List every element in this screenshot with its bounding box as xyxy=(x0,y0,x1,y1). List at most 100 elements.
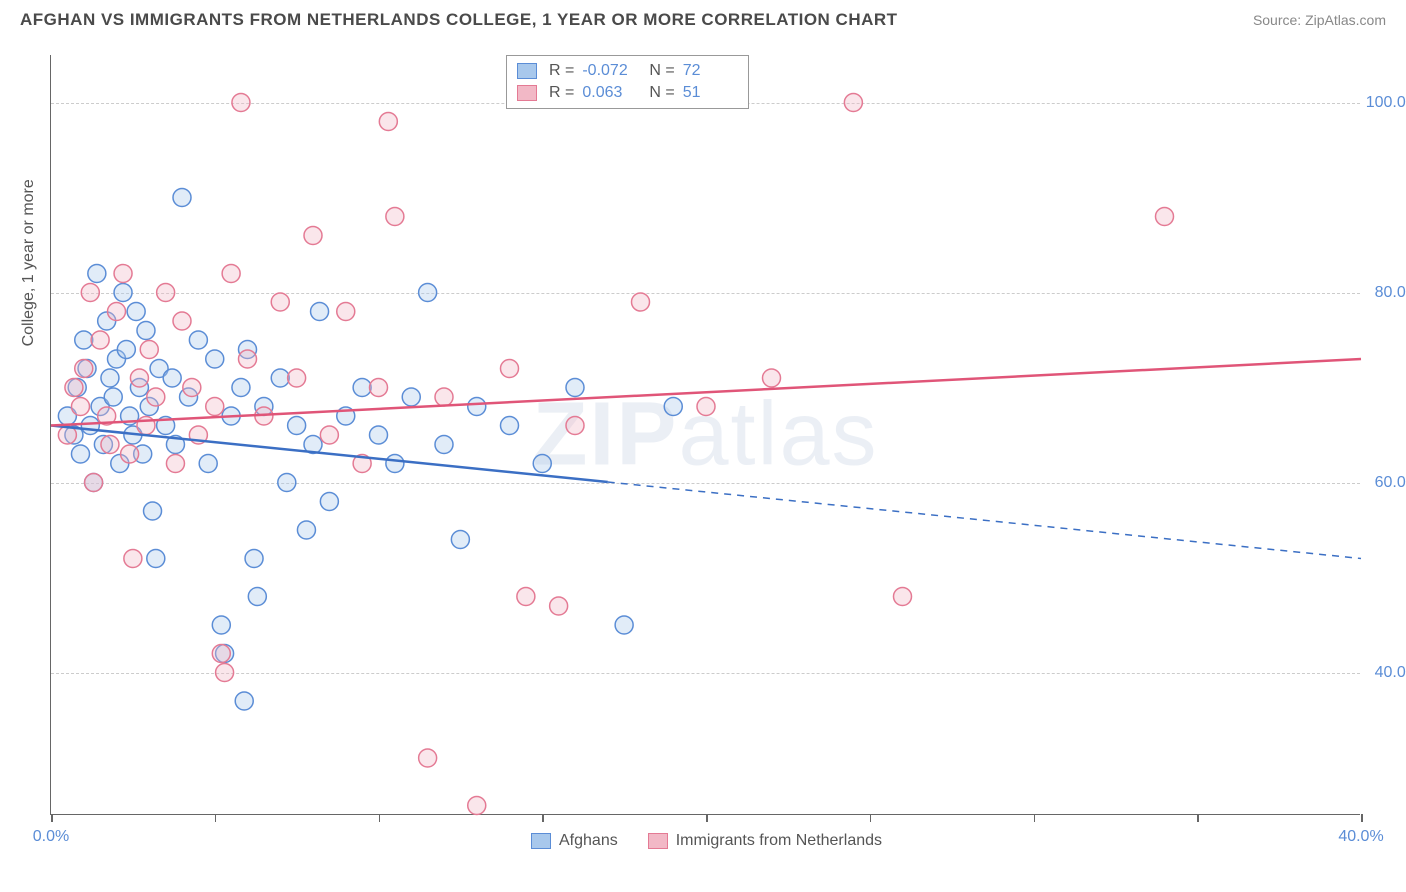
scatter-point-afghans xyxy=(75,331,93,349)
scatter-point-netherlands xyxy=(222,265,240,283)
scatter-point-afghans xyxy=(127,303,145,321)
chart-plot-area: ZIPatlas 40.0%60.0%80.0%100.0% R =-0.072… xyxy=(50,55,1360,815)
scatter-point-afghans xyxy=(402,388,420,406)
scatter-point-netherlands xyxy=(370,379,388,397)
y-axis-title: College, 1 year or more xyxy=(20,179,38,346)
r-value-afghans: -0.072 xyxy=(582,62,637,80)
scatter-point-afghans xyxy=(144,502,162,520)
scatter-point-afghans xyxy=(615,616,633,634)
scatter-point-netherlands xyxy=(114,265,132,283)
scatter-point-netherlands xyxy=(304,227,322,245)
scatter-point-afghans xyxy=(88,265,106,283)
scatter-point-netherlands xyxy=(124,550,142,568)
n-value-afghans: 72 xyxy=(683,62,738,80)
scatter-point-netherlands xyxy=(550,597,568,615)
scatter-point-netherlands xyxy=(212,645,230,663)
legend-swatch-netherlands xyxy=(517,85,537,101)
scatter-point-netherlands xyxy=(71,398,89,416)
scatter-point-netherlands xyxy=(337,303,355,321)
scatter-point-afghans xyxy=(320,493,338,511)
scatter-point-afghans xyxy=(81,417,99,435)
legend-label-netherlands: Immigrants from Netherlands xyxy=(676,832,882,850)
scatter-point-netherlands xyxy=(216,664,234,682)
scatter-point-afghans xyxy=(71,445,89,463)
scatter-point-afghans xyxy=(664,398,682,416)
legend-label-afghans: Afghans xyxy=(559,832,618,850)
scatter-point-afghans xyxy=(311,303,329,321)
trend-line-dashed-afghans xyxy=(608,482,1361,558)
x-tick xyxy=(215,814,217,822)
n-value-netherlands: 51 xyxy=(683,84,738,102)
scatter-point-netherlands xyxy=(468,797,486,815)
legend-item-afghans: Afghans xyxy=(531,832,618,850)
scatter-point-netherlands xyxy=(147,388,165,406)
legend-stat-row-netherlands: R = 0.063 N = 51 xyxy=(517,82,738,104)
scatter-point-netherlands xyxy=(517,588,535,606)
scatter-point-netherlands xyxy=(697,398,715,416)
scatter-point-netherlands xyxy=(65,379,83,397)
scatter-point-netherlands xyxy=(844,94,862,112)
x-tick xyxy=(1034,814,1036,822)
legend-swatch-afghans xyxy=(517,63,537,79)
legend-stat-row-afghans: R =-0.072N =72 xyxy=(517,60,738,82)
scatter-point-netherlands xyxy=(232,94,250,112)
scatter-point-afghans xyxy=(435,436,453,454)
scatter-point-afghans xyxy=(297,521,315,539)
scatter-point-netherlands xyxy=(166,455,184,473)
scatter-point-afghans xyxy=(163,369,181,387)
scatter-point-netherlands xyxy=(288,369,306,387)
scatter-point-afghans xyxy=(353,379,371,397)
scatter-point-netherlands xyxy=(85,474,103,492)
scatter-point-netherlands xyxy=(173,312,191,330)
scatter-point-netherlands xyxy=(121,445,139,463)
scatter-point-netherlands xyxy=(108,303,126,321)
scatter-point-afghans xyxy=(189,331,207,349)
scatter-point-netherlands xyxy=(1156,208,1174,226)
scatter-point-netherlands xyxy=(566,417,584,435)
y-tick-label: 100.0% xyxy=(1366,94,1406,112)
scatter-point-afghans xyxy=(199,455,217,473)
legend-item-netherlands: Immigrants from Netherlands xyxy=(648,832,882,850)
scatter-point-afghans xyxy=(137,322,155,340)
scatter-point-netherlands xyxy=(271,293,289,311)
scatter-point-afghans xyxy=(468,398,486,416)
y-tick-label: 80.0% xyxy=(1375,284,1406,302)
chart-title: AFGHAN VS IMMIGRANTS FROM NETHERLANDS CO… xyxy=(20,10,898,30)
scatter-point-afghans xyxy=(271,369,289,387)
scatter-point-afghans xyxy=(278,474,296,492)
scatter-point-afghans xyxy=(288,417,306,435)
n-label: N = xyxy=(649,84,674,102)
r-value-netherlands: 0.063 xyxy=(582,84,637,102)
scatter-point-netherlands xyxy=(206,398,224,416)
scatter-point-netherlands xyxy=(157,284,175,302)
x-tick xyxy=(51,814,53,822)
scatter-point-afghans xyxy=(232,379,250,397)
scatter-point-netherlands xyxy=(130,369,148,387)
scatter-point-netherlands xyxy=(894,588,912,606)
scatter-point-netherlands xyxy=(379,113,397,131)
scatter-point-afghans xyxy=(104,388,122,406)
scatter-point-netherlands xyxy=(435,388,453,406)
scatter-point-netherlands xyxy=(91,331,109,349)
scatter-point-afghans xyxy=(206,350,224,368)
scatter-point-afghans xyxy=(235,692,253,710)
y-tick-label: 60.0% xyxy=(1375,474,1406,492)
scatter-point-afghans xyxy=(501,417,519,435)
scatter-point-netherlands xyxy=(763,369,781,387)
legend-stats-box: R = -0.072 N = 72 R = 0.063 N = 51 xyxy=(506,55,749,109)
scatter-point-netherlands xyxy=(101,436,119,454)
scatter-point-afghans xyxy=(370,426,388,444)
scatter-point-afghans xyxy=(419,284,437,302)
scatter-point-netherlands xyxy=(239,350,257,368)
scatter-point-afghans xyxy=(114,284,132,302)
scatter-point-netherlands xyxy=(632,293,650,311)
x-tick xyxy=(870,814,872,822)
scatter-point-afghans xyxy=(566,379,584,397)
scatter-plot-svg xyxy=(51,55,1360,814)
x-tick xyxy=(706,814,708,822)
scatter-point-afghans xyxy=(173,189,191,207)
scatter-point-afghans xyxy=(386,455,404,473)
r-label: R = xyxy=(549,62,574,80)
scatter-point-netherlands xyxy=(75,360,93,378)
r-label: R = xyxy=(549,84,574,102)
